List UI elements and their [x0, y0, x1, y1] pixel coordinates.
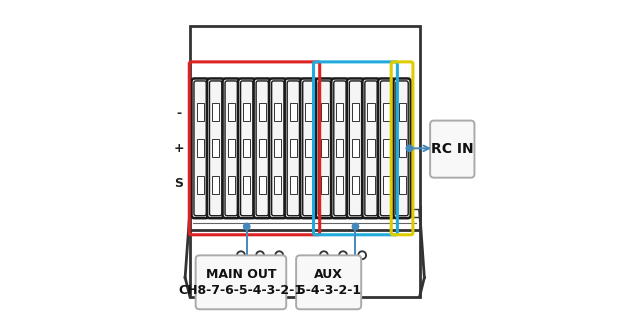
FancyBboxPatch shape [349, 81, 361, 216]
FancyBboxPatch shape [228, 176, 235, 194]
Circle shape [258, 253, 262, 257]
FancyBboxPatch shape [399, 176, 406, 194]
Circle shape [277, 253, 281, 257]
FancyBboxPatch shape [212, 103, 219, 121]
Circle shape [360, 253, 364, 257]
FancyBboxPatch shape [241, 81, 253, 216]
FancyBboxPatch shape [383, 103, 390, 121]
Circle shape [237, 251, 245, 259]
FancyBboxPatch shape [212, 139, 219, 157]
FancyBboxPatch shape [190, 207, 420, 297]
FancyBboxPatch shape [316, 78, 333, 218]
Text: RC IN: RC IN [431, 142, 474, 156]
FancyBboxPatch shape [222, 78, 240, 218]
FancyBboxPatch shape [399, 139, 406, 157]
Circle shape [256, 251, 264, 259]
Text: S: S [174, 177, 184, 190]
FancyBboxPatch shape [212, 176, 219, 194]
FancyBboxPatch shape [243, 103, 250, 121]
Circle shape [275, 251, 283, 259]
FancyBboxPatch shape [365, 81, 377, 216]
FancyBboxPatch shape [269, 78, 286, 218]
FancyBboxPatch shape [300, 78, 318, 218]
FancyBboxPatch shape [305, 103, 312, 121]
Circle shape [352, 223, 359, 230]
FancyBboxPatch shape [321, 176, 328, 194]
FancyBboxPatch shape [272, 81, 284, 216]
Text: -: - [176, 107, 182, 120]
FancyBboxPatch shape [352, 176, 359, 194]
FancyBboxPatch shape [194, 81, 206, 216]
FancyBboxPatch shape [253, 78, 271, 218]
FancyBboxPatch shape [210, 81, 222, 216]
FancyBboxPatch shape [274, 103, 281, 121]
Circle shape [358, 251, 366, 259]
Circle shape [244, 223, 250, 230]
FancyBboxPatch shape [243, 176, 250, 194]
Text: 5-4-3-2-1: 5-4-3-2-1 [297, 284, 361, 297]
Circle shape [239, 253, 243, 257]
FancyBboxPatch shape [347, 78, 364, 218]
Circle shape [339, 251, 347, 259]
FancyBboxPatch shape [334, 81, 346, 216]
FancyBboxPatch shape [378, 78, 395, 218]
Text: MAIN OUT: MAIN OUT [206, 268, 276, 281]
FancyBboxPatch shape [228, 103, 235, 121]
FancyBboxPatch shape [197, 103, 204, 121]
FancyBboxPatch shape [274, 139, 281, 157]
FancyBboxPatch shape [305, 176, 312, 194]
FancyBboxPatch shape [256, 81, 269, 216]
FancyBboxPatch shape [337, 103, 344, 121]
FancyBboxPatch shape [368, 176, 375, 194]
FancyBboxPatch shape [290, 176, 297, 194]
Circle shape [321, 253, 326, 257]
Text: AUX: AUX [314, 268, 343, 281]
FancyBboxPatch shape [383, 176, 390, 194]
Text: CH8-7-6-5-4-3-2-1: CH8-7-6-5-4-3-2-1 [178, 284, 304, 297]
FancyBboxPatch shape [258, 176, 266, 194]
FancyBboxPatch shape [305, 139, 312, 157]
FancyBboxPatch shape [368, 103, 375, 121]
FancyBboxPatch shape [258, 103, 266, 121]
FancyBboxPatch shape [396, 81, 408, 216]
FancyBboxPatch shape [284, 78, 302, 218]
FancyBboxPatch shape [337, 176, 344, 194]
FancyBboxPatch shape [303, 81, 315, 216]
FancyBboxPatch shape [192, 78, 209, 218]
Text: +: + [173, 142, 184, 155]
FancyBboxPatch shape [321, 139, 328, 157]
FancyBboxPatch shape [258, 139, 266, 157]
FancyBboxPatch shape [228, 139, 235, 157]
FancyBboxPatch shape [196, 255, 286, 309]
FancyBboxPatch shape [321, 103, 328, 121]
FancyBboxPatch shape [296, 255, 361, 309]
FancyBboxPatch shape [287, 81, 300, 216]
FancyBboxPatch shape [352, 103, 359, 121]
FancyBboxPatch shape [383, 139, 390, 157]
FancyBboxPatch shape [363, 78, 380, 218]
FancyBboxPatch shape [197, 176, 204, 194]
FancyBboxPatch shape [207, 78, 224, 218]
FancyBboxPatch shape [337, 139, 344, 157]
FancyBboxPatch shape [238, 78, 255, 218]
FancyBboxPatch shape [399, 103, 406, 121]
FancyBboxPatch shape [331, 78, 349, 218]
FancyBboxPatch shape [225, 81, 237, 216]
FancyBboxPatch shape [352, 139, 359, 157]
FancyBboxPatch shape [290, 139, 297, 157]
FancyBboxPatch shape [368, 139, 375, 157]
Circle shape [406, 145, 413, 152]
FancyBboxPatch shape [430, 121, 474, 178]
FancyBboxPatch shape [243, 139, 250, 157]
FancyBboxPatch shape [197, 139, 204, 157]
FancyBboxPatch shape [380, 81, 392, 216]
FancyBboxPatch shape [318, 81, 331, 216]
FancyBboxPatch shape [394, 78, 411, 218]
FancyBboxPatch shape [190, 26, 420, 230]
FancyBboxPatch shape [274, 176, 281, 194]
FancyBboxPatch shape [290, 103, 297, 121]
Circle shape [320, 251, 328, 259]
Circle shape [341, 253, 345, 257]
